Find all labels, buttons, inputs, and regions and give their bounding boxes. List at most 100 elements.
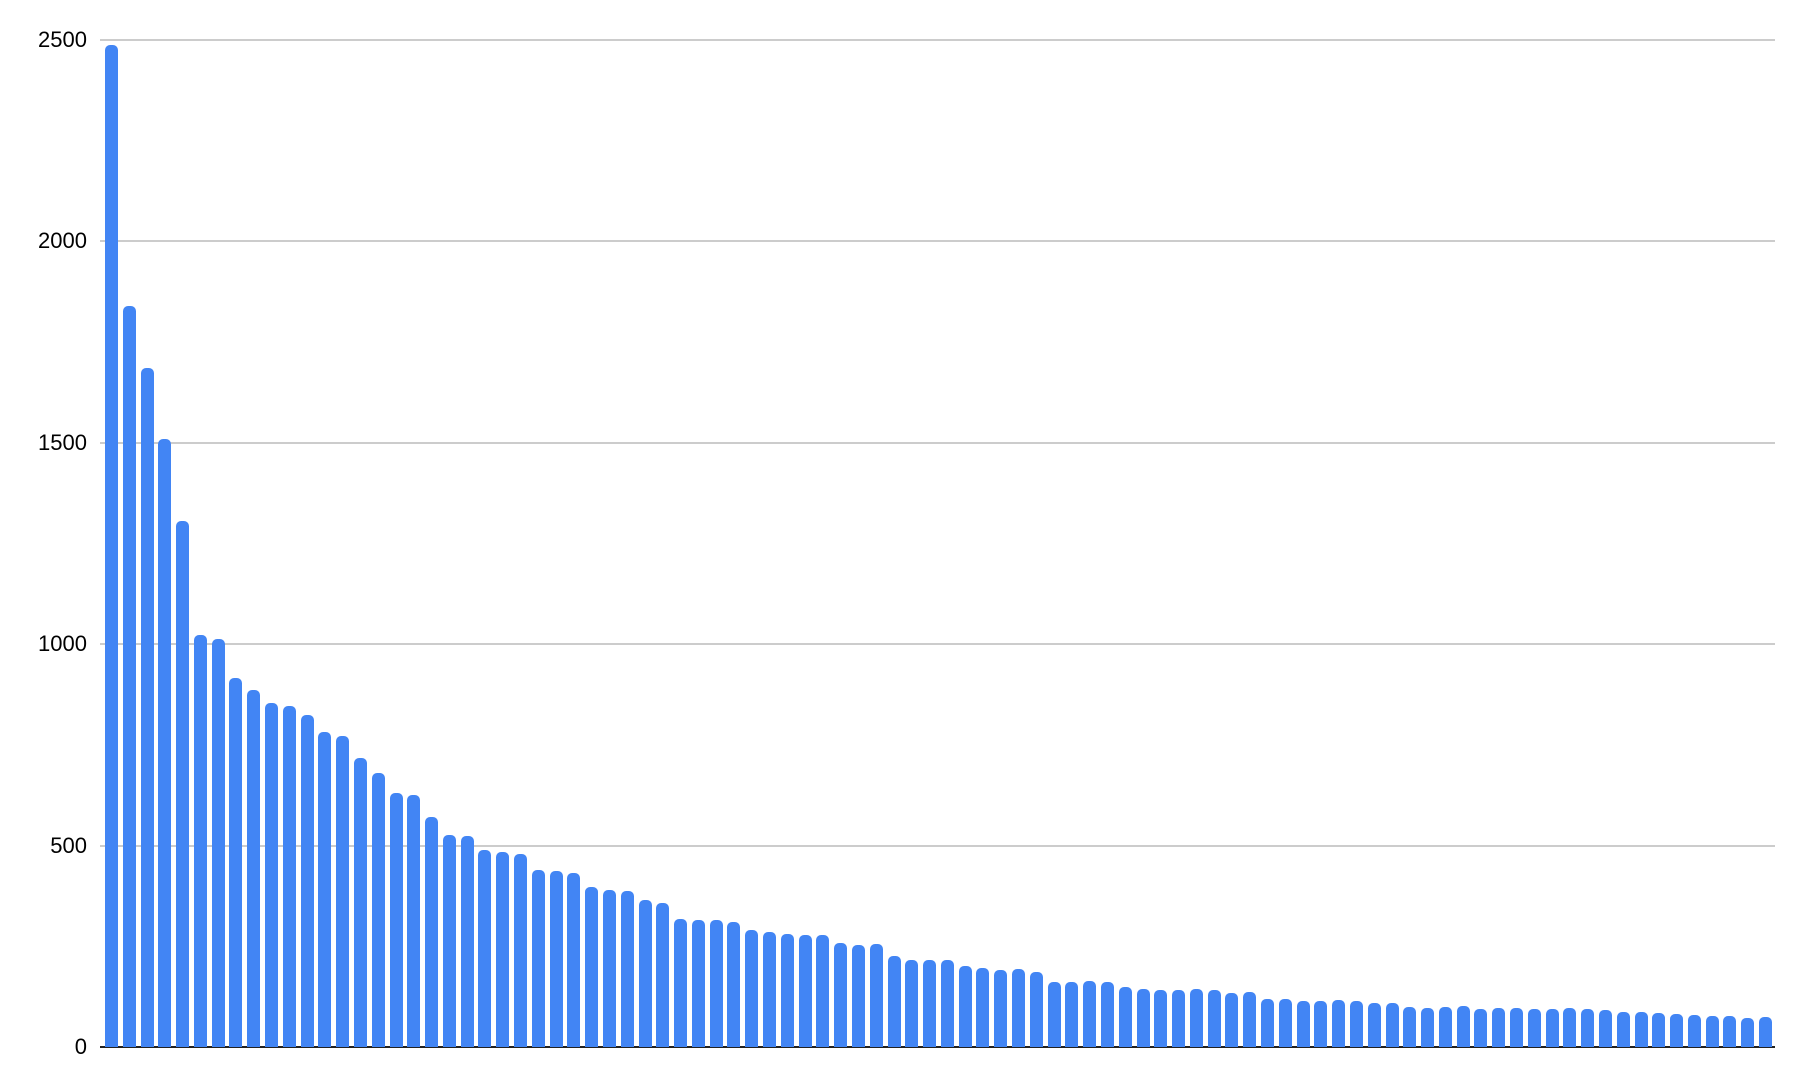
x-axis-line [100,1046,1775,1048]
bar [1581,1009,1594,1047]
bar [888,956,901,1047]
bar [1172,990,1185,1047]
bar [176,521,189,1047]
gridline [100,643,1775,646]
y-axis-tick-label: 1000 [38,631,87,657]
bar [1510,1008,1523,1047]
bar [1030,972,1043,1047]
bar [141,368,154,1047]
bar [1208,990,1221,1047]
bar [1563,1008,1576,1047]
bar [585,887,598,1047]
bar [318,732,331,1047]
gridline [100,844,1775,847]
bar [212,639,225,1047]
bar [1457,1006,1470,1047]
bar [639,900,652,1047]
bar [1706,1016,1719,1047]
bar [1065,982,1078,1047]
bar [247,690,260,1047]
bar [514,854,527,1047]
bar [443,835,456,1047]
bar [1012,969,1025,1047]
bar [105,45,118,1047]
bar [478,850,491,1047]
bar [1368,1003,1381,1047]
bar [1279,999,1292,1047]
bar [1421,1008,1434,1047]
bar [496,852,509,1047]
bar [301,715,314,1047]
bar [1101,982,1114,1047]
bar [372,773,385,1047]
bar [1635,1012,1648,1047]
bar [1741,1018,1754,1047]
bar [407,795,420,1047]
bar [905,960,918,1047]
bar [550,871,563,1047]
bar [158,439,171,1047]
bar [1386,1003,1399,1047]
bar [710,920,723,1047]
gridline [100,441,1775,444]
bar [123,306,136,1047]
bar [763,932,776,1047]
bar [1599,1010,1612,1047]
bar [354,758,367,1047]
bar [976,968,989,1047]
bar [923,960,936,1047]
bar [1261,999,1274,1047]
bar [194,635,207,1047]
bar [229,678,242,1047]
bar [941,960,954,1047]
bar [1528,1009,1541,1047]
bar [1083,981,1096,1047]
y-axis-tick-label: 1500 [38,429,87,455]
bar [816,935,829,1047]
bar [834,943,847,1047]
bar [781,934,794,1047]
bar [1652,1013,1665,1047]
bar [1243,992,1256,1047]
bar [1670,1014,1683,1047]
y-axis-tick-label: 500 [50,832,87,858]
bar [1688,1015,1701,1047]
gridline [100,39,1775,41]
bar [1617,1012,1630,1047]
bar [727,922,740,1047]
bar [1546,1009,1559,1047]
y-axis-tick-label: 0 [74,1034,87,1059]
bar [674,919,687,1047]
bar [1119,987,1132,1047]
bar [621,891,634,1047]
bar [461,836,474,1047]
bar [852,945,865,1047]
bar [567,873,580,1047]
bar [425,817,438,1047]
bar [1723,1016,1736,1047]
bar [1297,1001,1310,1047]
bar [1492,1008,1505,1047]
bar [1439,1007,1452,1047]
bar [1759,1017,1772,1047]
bar [1225,993,1238,1047]
bar [390,793,403,1047]
bar [870,944,883,1047]
bar [656,903,669,1047]
bar [799,935,812,1047]
bar [1137,989,1150,1047]
bar [265,703,278,1047]
bar [692,920,705,1047]
bar [1403,1007,1416,1047]
bar [1332,1000,1345,1047]
bar [336,736,349,1047]
bar [603,890,616,1047]
bar [745,930,758,1047]
bar [1314,1001,1327,1047]
bar [1474,1009,1487,1047]
bar [994,970,1007,1047]
y-axis-tick-label: 2500 [38,27,87,52]
gridline [100,240,1775,243]
bar [1190,989,1203,1047]
